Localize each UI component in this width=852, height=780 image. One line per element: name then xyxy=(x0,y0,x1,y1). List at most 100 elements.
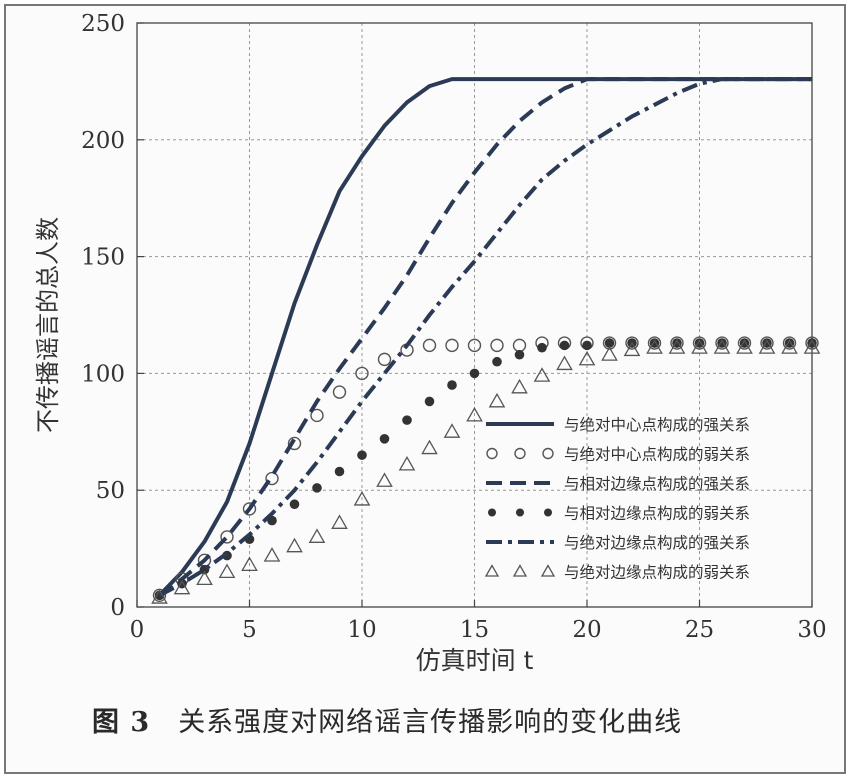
data-point xyxy=(376,472,393,487)
data-point xyxy=(511,378,528,394)
data-point xyxy=(646,339,663,354)
data-point xyxy=(466,406,483,422)
data-point xyxy=(492,356,502,367)
x-tick-label: 0 xyxy=(130,617,145,643)
data-point xyxy=(151,589,168,604)
data-point xyxy=(310,408,324,423)
data-point xyxy=(355,366,369,381)
data-point xyxy=(537,342,547,353)
figure-frame xyxy=(4,4,846,774)
x-tick-label: 30 xyxy=(797,617,826,643)
data-point xyxy=(488,392,506,408)
data-point xyxy=(173,579,191,595)
data-point xyxy=(736,339,753,354)
legend-item: 与相对边缘点构成的弱关系 xyxy=(488,505,750,523)
data-point xyxy=(542,447,554,460)
data-point xyxy=(647,336,662,350)
data-point xyxy=(805,336,819,350)
y-tick-label: 0 xyxy=(110,595,125,621)
data-point xyxy=(758,339,776,354)
data-point xyxy=(421,439,438,455)
y-tick-label: 100 xyxy=(81,361,125,387)
data-point xyxy=(540,564,556,577)
legend: 与绝对中心点构成的强关系与绝对中心点构成的弱关系与相对边缘点构成的强关系与相对边… xyxy=(484,416,750,582)
legend-label: 与相对边缘点构成的强关系 xyxy=(564,475,750,493)
figure-caption: 图 3 关系强度对网络谣言传播影响的变化曲线 xyxy=(0,700,852,739)
data-point xyxy=(331,514,348,529)
data-point xyxy=(512,338,527,353)
data-point xyxy=(602,336,617,350)
data-point xyxy=(447,380,457,390)
data-point xyxy=(402,415,412,425)
data-point xyxy=(196,570,213,586)
series-6 xyxy=(151,339,821,604)
legend-item: 与绝对中心点构成的强关系 xyxy=(486,416,750,434)
data-point xyxy=(691,339,708,354)
x-axis-label: 仿真时间 t xyxy=(416,646,534,675)
data-point xyxy=(443,423,461,438)
x-tick-label: 10 xyxy=(347,617,376,643)
data-point xyxy=(424,396,435,407)
data-point xyxy=(715,336,729,350)
y-tick-label: 50 xyxy=(96,478,125,504)
data-point xyxy=(241,556,258,572)
data-point xyxy=(544,508,552,517)
data-point xyxy=(623,341,641,357)
x-tick-label: 5 xyxy=(242,617,257,643)
data-point xyxy=(398,455,416,471)
data-point xyxy=(578,350,596,366)
data-point xyxy=(514,349,525,360)
series-line xyxy=(158,77,812,597)
data-point xyxy=(781,339,798,354)
data-point xyxy=(312,483,322,493)
axis-ticks: 0 5 10 15 20 25 30 0 50 100 150 200 250 xyxy=(81,11,827,643)
data-point xyxy=(516,508,524,517)
data-point xyxy=(353,491,371,506)
y-tick-label: 250 xyxy=(81,11,125,37)
data-point xyxy=(379,434,390,444)
series-layer xyxy=(151,77,821,604)
series-2 xyxy=(152,336,819,603)
data-point xyxy=(670,336,684,350)
data-point xyxy=(625,336,639,350)
data-point xyxy=(357,450,367,460)
data-point xyxy=(242,502,257,516)
x-tick-label: 20 xyxy=(572,617,601,643)
figure-number: 图 3 xyxy=(92,707,151,738)
y-tick-label: 150 xyxy=(81,245,125,271)
data-point xyxy=(668,339,686,354)
data-point xyxy=(218,563,236,579)
figure-caption-text: 关系强度对网络谣言传播影响的变化曲线 xyxy=(178,707,683,738)
data-point xyxy=(377,352,392,367)
data-point xyxy=(263,547,281,562)
legend-label: 与相对边缘点构成的弱关系 xyxy=(564,505,750,523)
data-point xyxy=(422,338,437,353)
data-point xyxy=(287,436,302,451)
x-tick-label: 15 xyxy=(460,617,489,643)
data-point xyxy=(601,346,618,361)
data-point xyxy=(556,355,573,371)
series-line xyxy=(158,77,812,598)
data-point xyxy=(445,338,459,353)
x-tick-label: 25 xyxy=(685,617,714,643)
data-point xyxy=(289,499,300,510)
data-point xyxy=(760,336,774,350)
data-point xyxy=(484,564,500,577)
data-point xyxy=(803,339,821,354)
series-3 xyxy=(158,77,812,597)
legend-item: 与绝对边缘点构成的强关系 xyxy=(486,534,750,552)
data-point xyxy=(490,338,504,353)
legend-item: 与绝对边缘点构成的弱关系 xyxy=(484,564,750,582)
y-axis-label: 不传播谣言的总人数 xyxy=(34,217,62,433)
data-point xyxy=(512,564,528,577)
data-point xyxy=(782,336,797,350)
data-point xyxy=(286,537,303,553)
legend-item: 与相对边缘点构成的强关系 xyxy=(486,475,750,493)
data-point xyxy=(488,508,496,517)
legend-label: 与绝对中心点构成的弱关系 xyxy=(564,446,750,464)
data-point xyxy=(467,338,482,353)
data-point xyxy=(582,340,592,351)
data-point xyxy=(604,338,615,348)
series-4 xyxy=(154,338,817,601)
data-point xyxy=(514,447,526,460)
